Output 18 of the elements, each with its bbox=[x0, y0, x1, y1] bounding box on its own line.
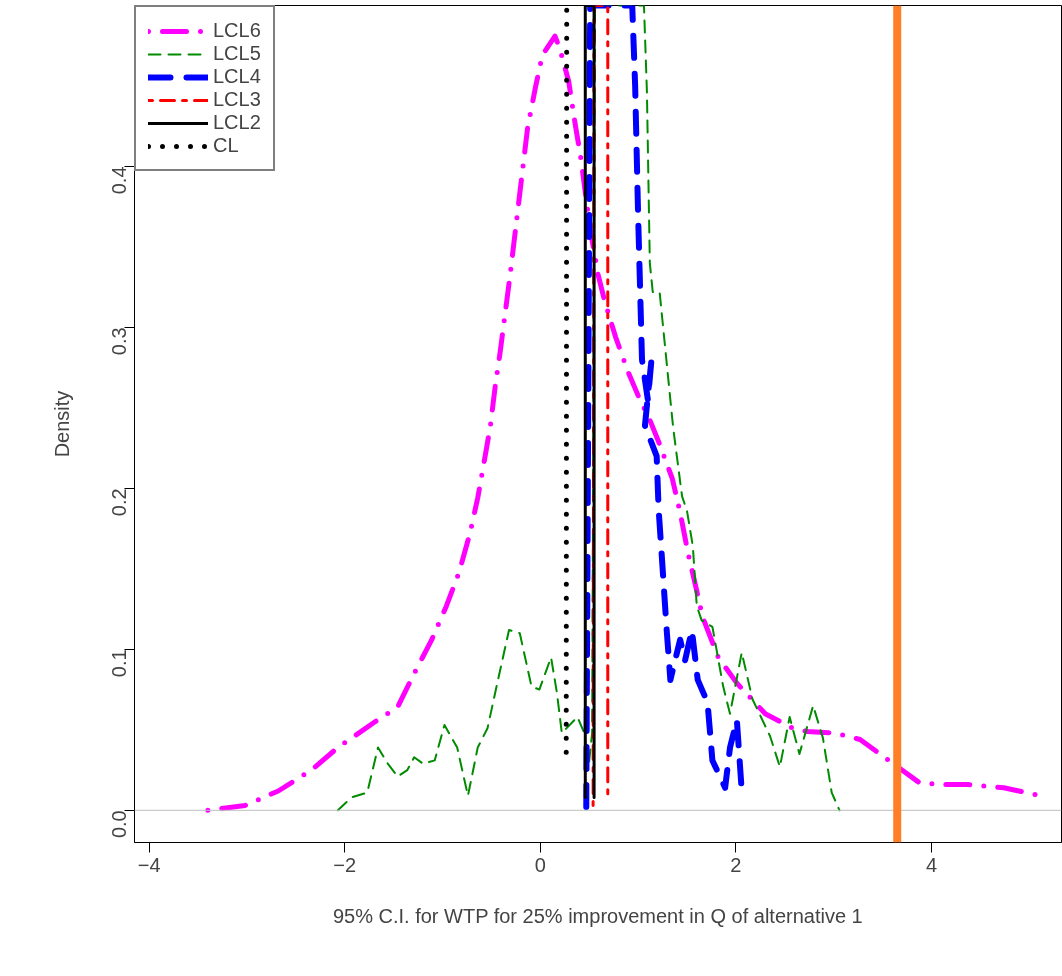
legend-label: LCL3 bbox=[213, 88, 261, 111]
legend-label: CL bbox=[213, 134, 239, 157]
x-tick-label: 0 bbox=[534, 853, 546, 876]
x-tick-label: −2 bbox=[333, 853, 357, 876]
y-axis-title: Density bbox=[50, 390, 73, 458]
y-tick-label: 0.3 bbox=[108, 327, 131, 356]
y-tick-label: 0.2 bbox=[108, 488, 131, 517]
y-tick-label: 0.0 bbox=[108, 810, 131, 839]
legend-label: LCL2 bbox=[213, 111, 261, 134]
y-tick-label: 0.1 bbox=[108, 649, 131, 678]
x-tick-label: −4 bbox=[137, 853, 161, 876]
legend-label: LCL6 bbox=[213, 19, 261, 42]
legend-label: LCL4 bbox=[213, 65, 261, 88]
legend-label: LCL5 bbox=[213, 42, 261, 65]
x-tick-label: 2 bbox=[730, 853, 742, 876]
x-tick-label: 4 bbox=[925, 853, 938, 876]
x-axis-title: 95% C.I. for WTP for 25% improvement in Q of alternative 1 bbox=[332, 904, 863, 927]
y-tick-label: 0.4 bbox=[108, 166, 131, 195]
